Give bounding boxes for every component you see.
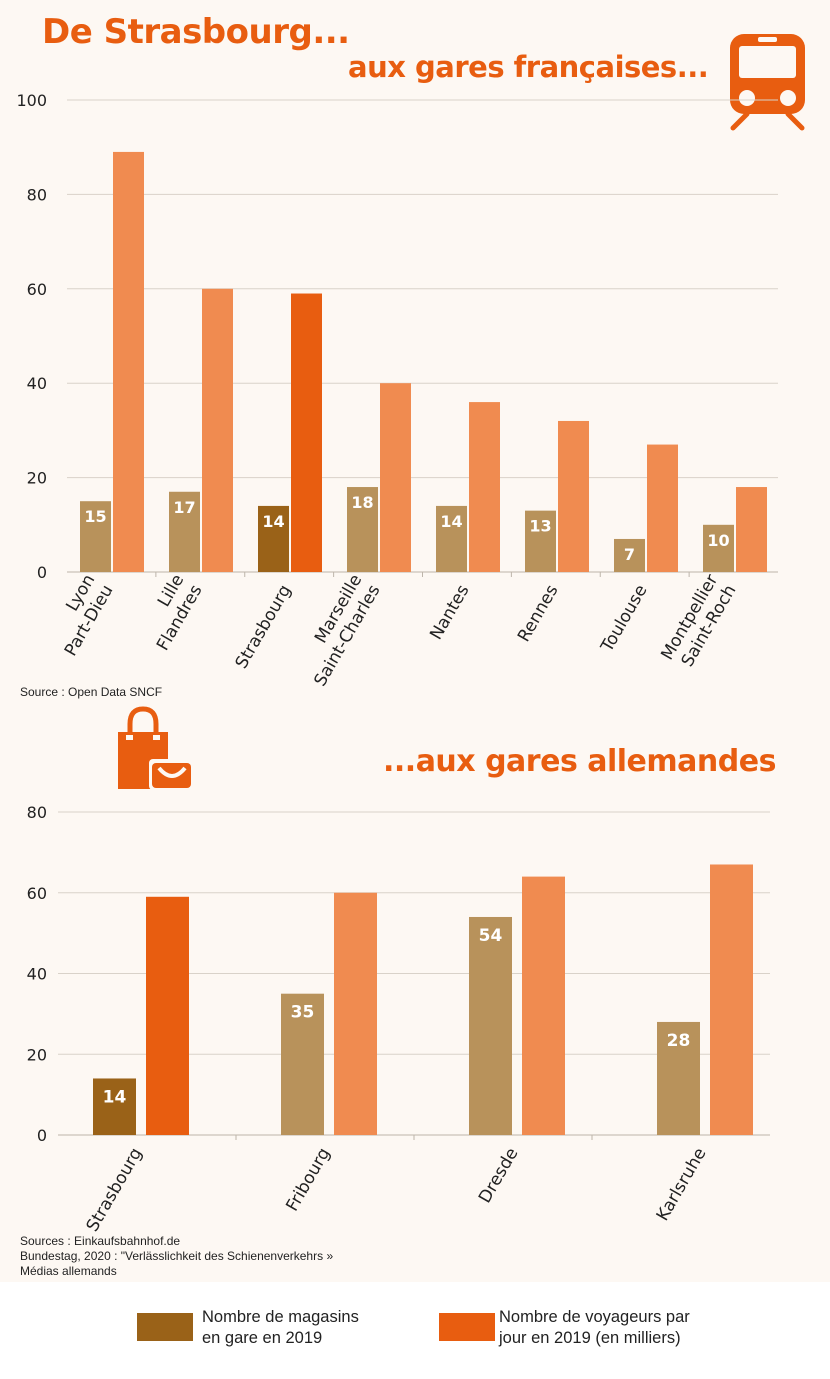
data-label: 17 (173, 498, 195, 517)
bar-travelers (334, 892, 377, 1135)
x-tick-label-line: Karlsruhe (653, 1145, 711, 1225)
x-tick-label-line: Strasbourg (83, 1145, 147, 1236)
bar-travelers (710, 864, 753, 1135)
x-tick-label-line: Rennes (514, 581, 563, 645)
data-label: 15 (84, 507, 106, 526)
x-tick-label: Dresde (475, 1145, 522, 1207)
source-line: Médias allemands (20, 1264, 117, 1278)
x-tick-label: Karlsruhe (653, 1145, 711, 1225)
y-tick-label: 0 (37, 1126, 47, 1145)
data-label: 13 (529, 517, 551, 536)
bar-shops (258, 505, 289, 572)
x-tick-label-line: Fribourg (282, 1145, 334, 1215)
bar-travelers (558, 420, 589, 572)
bar-shops (469, 916, 512, 1135)
legend-swatch-shops (137, 1313, 193, 1341)
x-tick-label: Nantes (426, 581, 473, 643)
data-label: 54 (479, 926, 503, 946)
bar-travelers (469, 402, 500, 572)
legend-text: Nombre de voyageurs par (499, 1308, 690, 1326)
x-tick-label-line: Toulouse (597, 582, 652, 657)
bar-travelers (113, 151, 144, 573)
bar-shops (525, 510, 556, 572)
bar-shops (657, 1021, 700, 1135)
bar-travelers (736, 487, 767, 572)
y-tick-label: 80 (27, 803, 47, 822)
legend-label-shops: Nombre de magasins en gare en 2019 (202, 1307, 442, 1349)
main-title: De Strasbourg... (42, 12, 350, 52)
bar-travelers (380, 383, 411, 572)
bar-travelers (291, 293, 322, 572)
y-tick-label: 60 (27, 280, 47, 299)
x-tick-label: Strasbourg (83, 1145, 147, 1236)
y-tick-label: 0 (37, 563, 47, 582)
bar-travelers (647, 444, 678, 572)
bar-shops (436, 505, 467, 572)
y-tick-label: 100 (16, 91, 47, 110)
y-tick-label: 40 (27, 965, 47, 984)
y-tick-label: 80 (27, 185, 47, 204)
legend-swatch-travelers (439, 1313, 495, 1341)
train-icon (730, 34, 805, 131)
data-label: 14 (103, 1087, 127, 1107)
y-tick-label: 20 (27, 469, 47, 488)
x-tick-label-line: Dresde (475, 1145, 522, 1207)
bar-shops (347, 487, 378, 572)
data-label: 14 (262, 512, 284, 531)
x-tick-label-line: Nantes (426, 581, 473, 643)
source-line: Bundestag, 2020 : "Verlässlichkeit des S… (20, 1249, 334, 1263)
bar-shops (703, 524, 734, 572)
source-note-german: Sources : Einkaufsbahnhof.de Bundestag, … (20, 1234, 333, 1279)
french-stations-title: aux gares françaises... (348, 50, 709, 84)
x-tick-label-line: Strasbourg (232, 582, 296, 673)
legend-text: en gare en 2019 (202, 1329, 323, 1347)
legend-text: Nombre de magasins (202, 1308, 359, 1326)
german-stations-title: ...aux gares allemandes (383, 744, 776, 779)
source-line: Sources : Einkaufsbahnhof.de (20, 1234, 181, 1248)
bar-shops (169, 491, 200, 572)
legend-label-travelers: Nombre de voyageurs par jour en 2019 (en… (499, 1307, 739, 1349)
x-tick-label: Fribourg (282, 1145, 334, 1215)
data-label: 18 (351, 493, 373, 512)
y-tick-label: 40 (27, 374, 47, 393)
data-label: 7 (624, 545, 635, 564)
source-note-french: Source : Open Data SNCF (20, 685, 163, 699)
data-label: 14 (440, 512, 462, 531)
shopping-bag-icon (118, 706, 194, 790)
x-tick-label: Toulouse (597, 582, 652, 657)
bar-shops (80, 501, 111, 572)
bar-shops (281, 993, 324, 1135)
y-tick-label: 60 (27, 884, 47, 903)
y-tick-label: 20 (27, 1045, 47, 1064)
x-tick-label: Strasbourg (232, 582, 296, 673)
data-label: 35 (291, 1003, 315, 1023)
data-label: 10 (707, 531, 729, 550)
data-label: 28 (667, 1031, 691, 1051)
german-stations-chart: 0 20 40 60 80 14 Strasbourg 35 Fribourg 54 Dresde 2… (27, 803, 770, 1236)
x-tick-label: Rennes (514, 581, 563, 645)
bar-travelers (202, 288, 233, 572)
legend-text: jour en 2019 (en milliers) (499, 1329, 681, 1347)
bar-shops (93, 1078, 136, 1135)
bar-travelers (522, 876, 565, 1135)
bar-shops (614, 538, 645, 572)
bar-travelers (146, 896, 189, 1135)
